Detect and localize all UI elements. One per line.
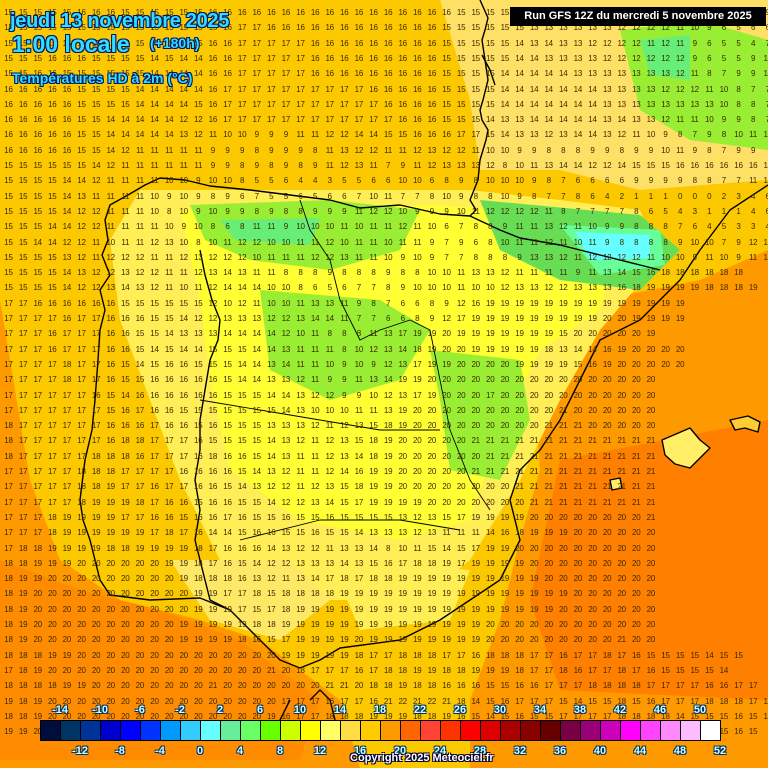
legend-swatch [101, 721, 121, 740]
legend-swatch [241, 721, 261, 740]
legend-swatch [521, 721, 541, 740]
legend-tick-bottom: 36 [553, 745, 567, 757]
legend-swatch [261, 721, 281, 740]
legend-tick-top: 42 [613, 704, 627, 716]
legend-tick-bottom: 12 [313, 745, 327, 757]
legend-swatch [381, 721, 401, 740]
legend-swatch [161, 721, 181, 740]
legend-swatch [121, 721, 141, 740]
legend-tick-bottom: -12 [72, 745, 88, 757]
legend-tick-bottom: 40 [593, 745, 607, 757]
legend-swatch [361, 721, 381, 740]
legend-swatch [341, 721, 361, 740]
copyright-notice: Copyright 2025 Meteociel.fr [350, 752, 494, 764]
legend-swatch [561, 721, 581, 740]
legend-tick-bottom: 20 [393, 745, 407, 757]
legend-swatch [321, 721, 341, 740]
legend-tick-top: 14 [333, 704, 347, 716]
forecast-lead-time: (+180h) [150, 35, 200, 51]
legend-tick-top: 22 [413, 704, 427, 716]
legend-tick-bottom: 0 [196, 745, 204, 757]
legend-swatch [601, 721, 621, 740]
legend-swatch [401, 721, 421, 740]
legend-swatch [421, 721, 441, 740]
legend-swatch [441, 721, 461, 740]
legend-tick-top: 10 [293, 704, 307, 716]
legend-tick-top: 46 [653, 704, 667, 716]
legend-tick-bottom: 16 [353, 745, 367, 757]
legend-swatch [41, 721, 61, 740]
legend-swatch [461, 721, 481, 740]
legend-tick-top: -2 [175, 704, 185, 716]
legend-tick-bottom: 24 [433, 745, 447, 757]
legend-swatch [481, 721, 501, 740]
coastlines-borders [79, 0, 768, 741]
legend-swatch [81, 721, 101, 740]
legend-swatch [501, 721, 521, 740]
legend-tick-top: 30 [493, 704, 507, 716]
legend-tick-bottom: 8 [276, 745, 284, 757]
legend-tick-bottom: 52 [713, 745, 727, 757]
legend-swatch [221, 721, 241, 740]
legend-color-bar [40, 720, 721, 741]
legend-swatch [181, 721, 201, 740]
legend-swatch [701, 721, 720, 740]
legend-swatch [581, 721, 601, 740]
legend-tick-top: 50 [693, 704, 707, 716]
legend-swatch [641, 721, 661, 740]
legend-tick-top: -14 [52, 704, 68, 716]
legend-tick-top: -10 [92, 704, 108, 716]
model-run-label: Run GFS 12Z du mercredi 5 novembre 2025 [510, 7, 766, 26]
legend-tick-bottom: 44 [633, 745, 647, 757]
legend-tick-top: -6 [135, 704, 145, 716]
legend-swatch [201, 721, 221, 740]
legend-tick-top: 34 [533, 704, 547, 716]
legend-tick-top: 26 [453, 704, 467, 716]
forecast-time: 1:00 locale [12, 31, 130, 57]
legend-swatch [541, 721, 561, 740]
legend-swatch [681, 721, 701, 740]
legend-tick-bottom: 48 [673, 745, 687, 757]
legend-tick-bottom: -8 [115, 745, 125, 757]
legend-swatch [301, 721, 321, 740]
legend-swatch [281, 721, 301, 740]
legend-tick-top: 6 [256, 704, 264, 716]
legend-swatch [661, 721, 681, 740]
legend-tick-bottom: 32 [513, 745, 527, 757]
legend-swatch [61, 721, 81, 740]
legend-swatch [141, 721, 161, 740]
legend-tick-top: 2 [216, 704, 224, 716]
legend-tick-bottom: -4 [155, 745, 165, 757]
parameter-title: Températures HD à 2m (°C) [12, 70, 193, 86]
legend-tick-top: 18 [373, 704, 387, 716]
legend-swatch [621, 721, 641, 740]
forecast-date: jeudi 13 novembre 2025 [10, 10, 230, 32]
legend-tick-bottom: 4 [236, 745, 244, 757]
legend-tick-bottom: 28 [473, 745, 487, 757]
legend-tick-top: 38 [573, 704, 587, 716]
